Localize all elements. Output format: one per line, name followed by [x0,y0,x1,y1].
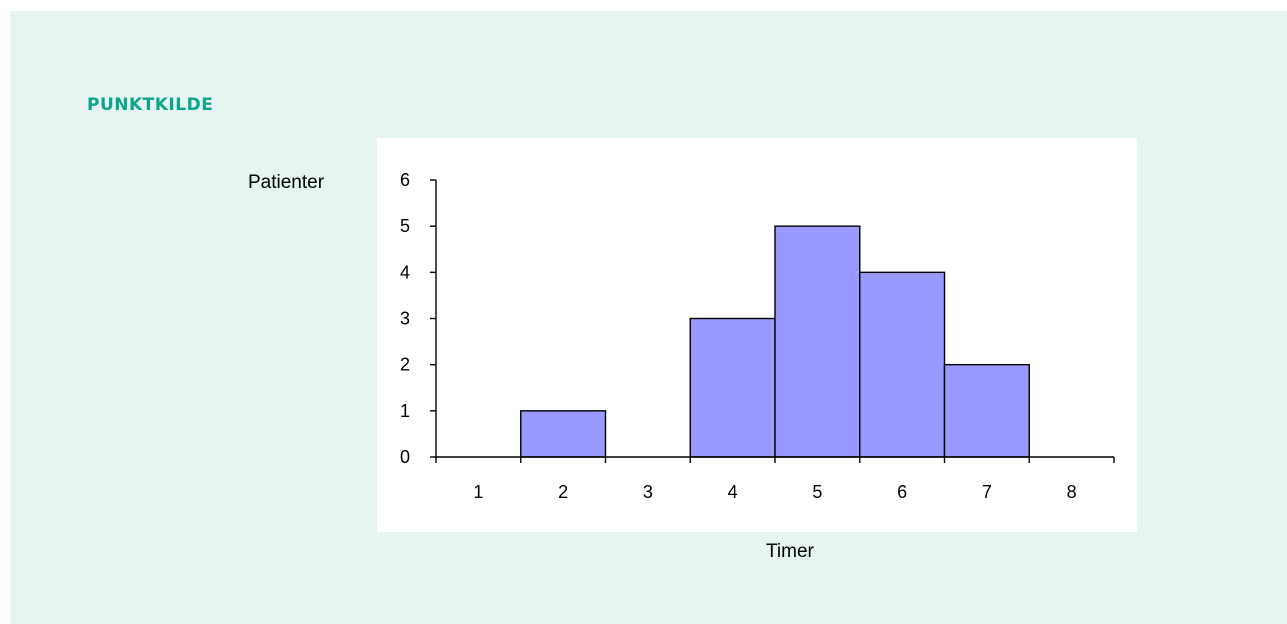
y-tick-label: 0 [400,447,410,467]
x-tick-label: 2 [558,482,568,502]
x-tick-label: 3 [643,482,653,502]
y-tick-label: 6 [400,170,410,190]
x-tick-label: 5 [812,482,822,502]
x-axis-label: Timer [766,541,814,562]
bar-7 [943,363,1030,458]
x-tick-label: 8 [1067,482,1077,502]
y-tick-label: 2 [400,355,410,375]
x-tick-label: 1 [473,482,483,502]
x-tick-label: 4 [728,482,738,502]
y-tick-label: 4 [400,262,410,282]
bar-6 [859,271,946,458]
bar-4 [689,317,776,458]
bar-2 [520,410,607,458]
bar-5 [774,225,861,458]
section-heading: PUNKTKILDE [87,95,214,115]
y-tick-label: 1 [400,401,410,421]
y-tick-label: 3 [400,309,410,329]
y-tick-label: 5 [400,216,410,236]
y-axis-label: Patienter [248,172,325,193]
x-tick-label: 6 [897,482,907,502]
x-tick-label: 7 [982,482,992,502]
